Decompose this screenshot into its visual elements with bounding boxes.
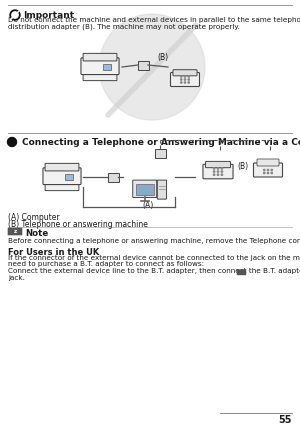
FancyBboxPatch shape: [154, 148, 166, 158]
Circle shape: [213, 174, 215, 176]
FancyBboxPatch shape: [254, 163, 283, 177]
Text: need to purchase a B.T. adapter to connect as follows:: need to purchase a B.T. adapter to conne…: [8, 261, 204, 267]
FancyBboxPatch shape: [203, 164, 233, 179]
FancyBboxPatch shape: [45, 182, 79, 191]
Text: (A): (A): [142, 201, 154, 210]
Circle shape: [217, 168, 219, 169]
FancyBboxPatch shape: [136, 184, 154, 196]
FancyBboxPatch shape: [43, 168, 81, 184]
Text: Important: Important: [23, 11, 74, 20]
FancyBboxPatch shape: [8, 228, 22, 235]
Text: If the connector of the external device cannot be connected to the jack on the m: If the connector of the external device …: [8, 255, 300, 261]
Circle shape: [8, 138, 16, 147]
Circle shape: [213, 168, 215, 169]
FancyBboxPatch shape: [45, 163, 79, 171]
Circle shape: [271, 169, 272, 171]
FancyBboxPatch shape: [107, 173, 118, 181]
FancyBboxPatch shape: [173, 70, 197, 76]
Text: Before connecting a telephone or answering machine, remove the Telephone connect: Before connecting a telephone or answeri…: [8, 238, 300, 244]
Circle shape: [188, 79, 189, 80]
Circle shape: [221, 174, 223, 176]
Circle shape: [181, 79, 182, 80]
Text: For Users in the UK: For Users in the UK: [8, 248, 99, 257]
Circle shape: [221, 171, 223, 172]
Circle shape: [264, 169, 265, 171]
Circle shape: [264, 172, 265, 174]
Text: 55: 55: [278, 415, 292, 425]
Circle shape: [188, 82, 189, 83]
Circle shape: [10, 10, 20, 20]
Circle shape: [181, 76, 182, 77]
FancyBboxPatch shape: [237, 269, 246, 275]
FancyBboxPatch shape: [103, 64, 112, 70]
FancyBboxPatch shape: [257, 159, 279, 166]
Circle shape: [221, 168, 223, 169]
Circle shape: [99, 14, 205, 120]
Text: (B): (B): [157, 53, 168, 62]
Circle shape: [267, 172, 269, 174]
Text: (A) Computer: (A) Computer: [8, 213, 60, 222]
Circle shape: [271, 172, 272, 174]
Text: Connecting a Telephone or Answering Machine via a Computer: Connecting a Telephone or Answering Mach…: [22, 138, 300, 147]
Text: distribution adapter (B). The machine may not operate properly.: distribution adapter (B). The machine ma…: [8, 23, 240, 29]
Text: z: z: [14, 229, 16, 234]
Text: Connect the external device line to the B.T. adapter, then connect the B.T. adap: Connect the external device line to the …: [8, 268, 300, 274]
Text: Note: Note: [25, 229, 48, 238]
Circle shape: [267, 169, 269, 171]
FancyBboxPatch shape: [83, 54, 117, 61]
Text: jack.: jack.: [8, 275, 25, 281]
Circle shape: [188, 76, 189, 77]
Circle shape: [184, 82, 186, 83]
FancyBboxPatch shape: [137, 60, 148, 70]
FancyBboxPatch shape: [170, 73, 200, 87]
Text: (B): (B): [237, 162, 248, 171]
Circle shape: [217, 171, 219, 172]
Circle shape: [12, 12, 18, 18]
Circle shape: [184, 76, 186, 77]
FancyBboxPatch shape: [65, 174, 74, 180]
FancyBboxPatch shape: [206, 162, 230, 168]
Circle shape: [184, 79, 186, 80]
Text: Do not connect the machine and external devices in parallel to the same telephon: Do not connect the machine and external …: [8, 17, 300, 23]
Circle shape: [217, 174, 219, 176]
Text: (B) Telephone or answering machine: (B) Telephone or answering machine: [8, 220, 148, 229]
Circle shape: [181, 82, 182, 83]
FancyBboxPatch shape: [157, 180, 167, 199]
FancyBboxPatch shape: [133, 180, 157, 198]
FancyBboxPatch shape: [81, 58, 119, 74]
FancyBboxPatch shape: [83, 72, 117, 81]
Circle shape: [213, 171, 215, 172]
